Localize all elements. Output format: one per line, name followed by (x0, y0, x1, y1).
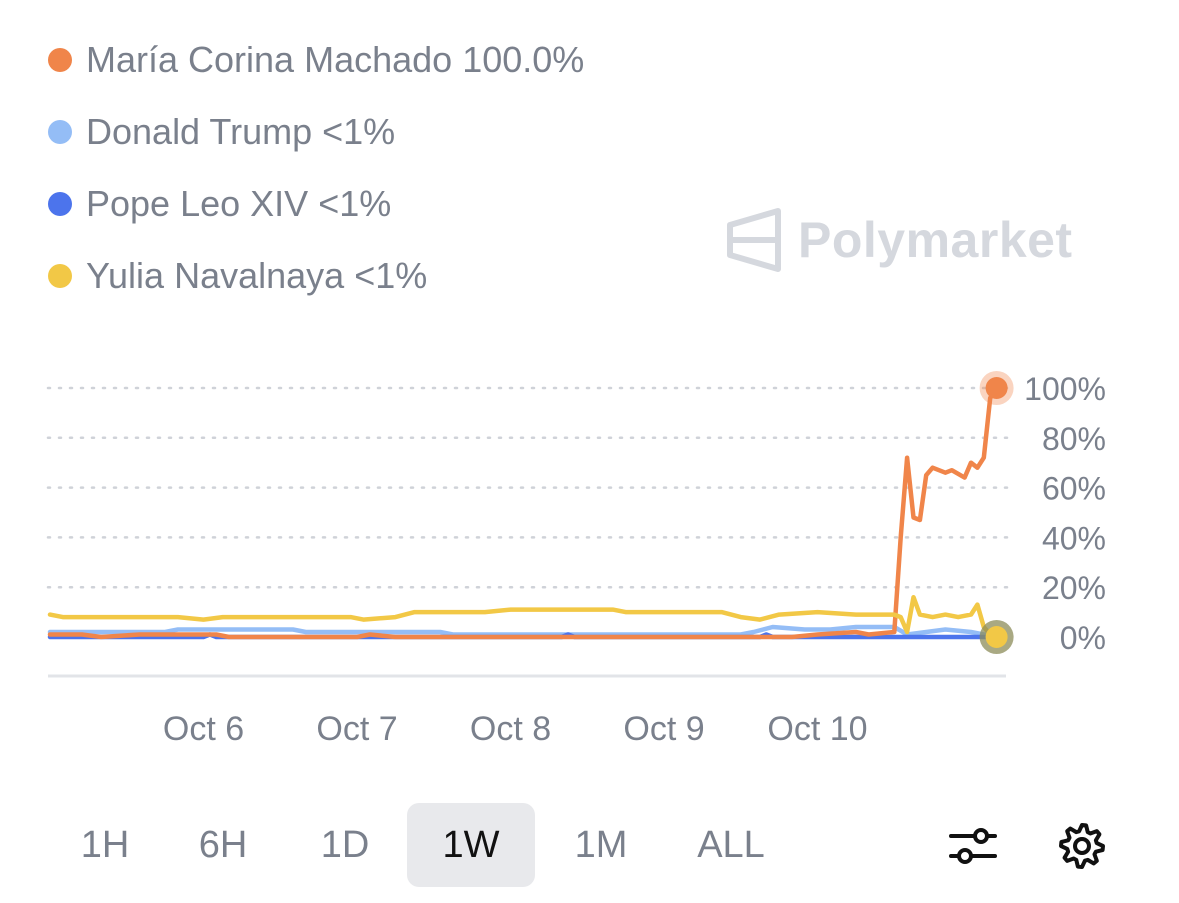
y-tick-label: 20% (1042, 570, 1106, 606)
y-tick-label: 60% (1042, 471, 1106, 507)
legend-value: <1% (322, 111, 396, 152)
range-button-1w[interactable]: 1W (407, 803, 535, 887)
legend-name: María Corina Machado (86, 39, 453, 80)
legend-item-pope-leo: Pope Leo XIV <1% (48, 168, 584, 240)
y-tick-label: 100% (1024, 371, 1106, 407)
legend-value: 100.0% (462, 39, 585, 80)
x-tick-label: Oct 6 (163, 710, 244, 748)
x-tick-label: Oct 9 (623, 710, 704, 748)
chart-legend: María Corina Machado 100.0% Donald Trump… (48, 24, 584, 312)
legend-dot (48, 264, 72, 288)
legend-name: Yulia Navalnaya (86, 255, 345, 296)
legend-value: <1% (354, 255, 428, 296)
series-layer (47, 385, 999, 640)
x-tick-label: Oct 7 (316, 710, 397, 748)
y-tick-label: 80% (1042, 421, 1106, 457)
range-button-all[interactable]: ALL (697, 823, 765, 866)
chart-controls: 1H 6H 1D 1W 1M ALL (0, 803, 1179, 889)
x-tick-labels: Oct 6 Oct 7 Oct 8 Oct 9 Oct 10 (163, 710, 868, 748)
sliders-icon[interactable] (948, 821, 998, 871)
x-tick-label: Oct 10 (767, 710, 867, 748)
range-button-1m[interactable]: 1M (574, 823, 628, 866)
end-marker-mar-a-corina-machado (985, 377, 1008, 399)
polymarket-logo-icon (727, 208, 781, 272)
y-tick-label: 40% (1042, 520, 1106, 556)
legend-dot (48, 48, 72, 72)
series-line-donald-trump (47, 624, 999, 640)
y-tick-labels: 100% 80% 60% 40% 20% 0% (1024, 371, 1106, 656)
polymarket-watermark: Polymarket (724, 205, 1073, 275)
legend-dot (48, 192, 72, 216)
range-button-1h[interactable]: 1H (80, 823, 130, 866)
legend-name: Donald Trump (86, 111, 313, 152)
legend-value: <1% (318, 183, 392, 224)
legend-name: Pope Leo XIV (86, 183, 309, 224)
legend-item-navalnaya: Yulia Navalnaya <1% (48, 240, 584, 312)
legend-item-machado: María Corina Machado 100.0% (48, 24, 584, 96)
x-tick-label: Oct 8 (470, 710, 551, 748)
end-marker-yulia-navalnaya (985, 626, 1008, 648)
watermark-text: Polymarket (798, 212, 1073, 268)
gear-icon[interactable] (1057, 821, 1107, 871)
legend-item-trump: Donald Trump <1% (48, 96, 584, 168)
legend-dot (48, 120, 72, 144)
range-button-6h[interactable]: 6H (198, 823, 248, 866)
series-line-yulia-navalnaya (47, 594, 999, 640)
series-line-mar-a-corina-machado (47, 385, 999, 640)
end-markers (979, 371, 1014, 654)
grid-layer (46, 386, 1010, 589)
y-tick-label: 0% (1060, 620, 1106, 656)
range-button-1d[interactable]: 1D (320, 823, 370, 866)
